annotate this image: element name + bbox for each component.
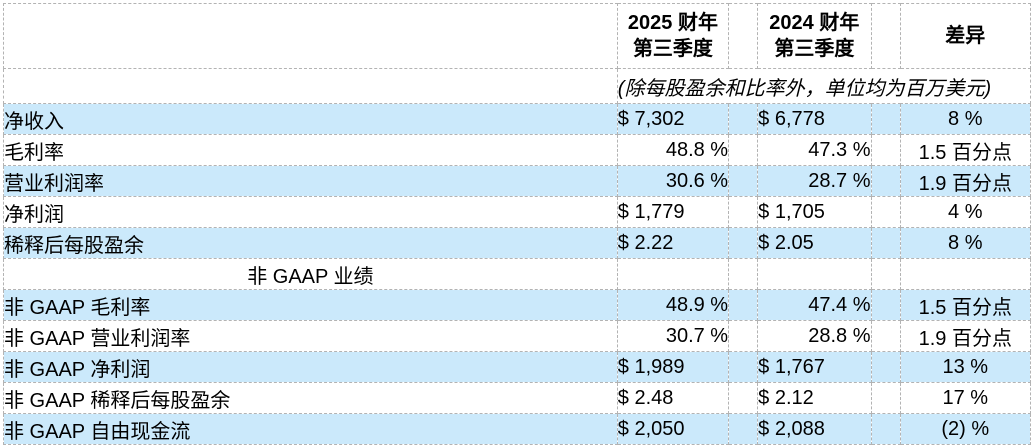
- value-fy2024: $ 2.12: [757, 382, 872, 414]
- row-label: 非 GAAP 净利润: [3, 351, 618, 383]
- spacer-cell: [728, 320, 759, 352]
- spacer-cell: [728, 258, 759, 290]
- spacer-cell: [870, 227, 901, 259]
- value-fy2025: 30.7 %: [616, 320, 730, 352]
- value-fy2025: $ 2.22: [616, 227, 730, 259]
- value-fy2024: $ 2.05: [757, 227, 872, 259]
- diff-value: [899, 258, 1032, 290]
- diff-value: 1.5 百分点: [899, 134, 1032, 166]
- spacer-cell: [870, 3, 901, 69]
- value-fy2024: $ 2,088: [757, 413, 872, 445]
- spacer-cell: [728, 196, 759, 228]
- spacer-cell: [870, 413, 901, 445]
- spacer-cell: [870, 196, 901, 228]
- value-fy2025: 48.8 %: [616, 134, 730, 166]
- section-header-row: 非 GAAP 业绩: [3, 258, 1032, 290]
- value-fy2025: $ 1,989: [616, 351, 730, 383]
- diff-value: 13 %: [899, 351, 1032, 383]
- column-header-line: 2024 财年: [769, 12, 860, 34]
- table-row: 非 GAAP 稀释后每股盈余 $ 2.48 $ 2.12 17 %: [3, 382, 1032, 414]
- unit-note: (除每股盈余和比率外，单位均为百万美元): [616, 68, 1032, 104]
- column-header-line: 2025 财年: [627, 12, 718, 34]
- row-label: 非 GAAP 稀释后每股盈余: [3, 382, 618, 414]
- row-label: 非 GAAP 自由现金流: [3, 413, 618, 445]
- section-title: 非 GAAP 业绩: [3, 258, 618, 290]
- row-label: 营业利润率: [3, 165, 618, 197]
- diff-value: 8 %: [899, 103, 1032, 135]
- table-row: 非 GAAP 自由现金流 $ 2,050 $ 2,088 (2) %: [3, 413, 1032, 445]
- table-row: 毛利率 48.8 % 47.3 % 1.5 百分点: [3, 134, 1032, 166]
- table-row: 稀释后每股盈余 $ 2.22 $ 2.05 8 %: [3, 227, 1032, 259]
- value-fy2024: $ 1,767: [757, 351, 872, 383]
- spacer-cell: [870, 134, 901, 166]
- column-header-fy2025-q3: 2025 财年 第三季度: [616, 3, 730, 69]
- diff-value: 1.9 百分点: [899, 320, 1032, 352]
- row-label: 净利润: [3, 196, 618, 228]
- value-fy2024: $ 6,778: [757, 103, 872, 135]
- row-label: 稀释后每股盈余: [3, 227, 618, 259]
- value-fy2024: 47.4 %: [757, 289, 872, 321]
- spacer-cell: [870, 165, 901, 197]
- spacer-cell: [870, 103, 901, 135]
- value-fy2024: 28.7 %: [757, 165, 872, 197]
- diff-value: 17 %: [899, 382, 1032, 414]
- value-fy2025: $ 2,050: [616, 413, 730, 445]
- spacer-cell: [728, 289, 759, 321]
- diff-value: 8 %: [899, 227, 1032, 259]
- spacer-cell: [870, 258, 901, 290]
- spacer-cell: [870, 351, 901, 383]
- column-header-fy2024-q3: 2024 财年 第三季度: [757, 3, 872, 69]
- value-fy2025: 48.9 %: [616, 289, 730, 321]
- table-row: 非 GAAP 毛利率 48.9 % 47.4 % 1.5 百分点: [3, 289, 1032, 321]
- value-fy2024: 47.3 %: [757, 134, 872, 166]
- diff-value: 1.9 百分点: [899, 165, 1032, 197]
- spacer-cell: [870, 382, 901, 414]
- value-fy2024: 28.8 %: [757, 320, 872, 352]
- row-label: 毛利率: [3, 134, 618, 166]
- spacer-cell: [728, 227, 759, 259]
- column-header-difference: 差异: [899, 3, 1032, 69]
- spacer-cell: [728, 134, 759, 166]
- column-header-line: 第三季度: [774, 38, 855, 60]
- financial-results-table: 2025 财年 第三季度 2024 财年 第三季度 差异 (除每股盈余和比率外，…: [3, 3, 1032, 445]
- table-row: 净利润 $ 1,779 $ 1,705 4 %: [3, 196, 1032, 228]
- row-label: 非 GAAP 营业利润率: [3, 320, 618, 352]
- diff-value: 1.5 百分点: [899, 289, 1032, 321]
- diff-value: (2) %: [899, 413, 1032, 445]
- spacer-cell: [728, 413, 759, 445]
- spacer-cell: [870, 320, 901, 352]
- row-label: 净收入: [3, 103, 618, 135]
- spacer-cell: [728, 351, 759, 383]
- spacer-cell: [728, 3, 759, 69]
- value-fy2025: $ 2.48: [616, 382, 730, 414]
- table-row: 非 GAAP 净利润 $ 1,989 $ 1,767 13 %: [3, 351, 1032, 383]
- spacer-cell: [728, 103, 759, 135]
- spacer-cell: [870, 289, 901, 321]
- table-header-row: 2025 财年 第三季度 2024 财年 第三季度 差异: [3, 3, 1032, 69]
- value-fy2024: $ 1,705: [757, 196, 872, 228]
- unit-note-row: (除每股盈余和比率外，单位均为百万美元): [3, 68, 1032, 104]
- header-empty-cell: [3, 3, 618, 69]
- row-label: 非 GAAP 毛利率: [3, 289, 618, 321]
- value-fy2025: 30.6 %: [616, 165, 730, 197]
- spacer-cell: [728, 382, 759, 414]
- value-fy2025: $ 1,779: [616, 196, 730, 228]
- header-empty-cell: [3, 68, 618, 104]
- column-header-line: 第三季度: [632, 38, 713, 60]
- value-fy2025: [616, 258, 730, 290]
- table-row: 净收入 $ 7,302 $ 6,778 8 %: [3, 103, 1032, 135]
- table-row: 营业利润率 30.6 % 28.7 % 1.9 百分点: [3, 165, 1032, 197]
- spacer-cell: [728, 165, 759, 197]
- value-fy2024: [757, 258, 872, 290]
- table-row: 非 GAAP 营业利润率 30.7 % 28.8 % 1.9 百分点: [3, 320, 1032, 352]
- diff-value: 4 %: [899, 196, 1032, 228]
- value-fy2025: $ 7,302: [616, 103, 730, 135]
